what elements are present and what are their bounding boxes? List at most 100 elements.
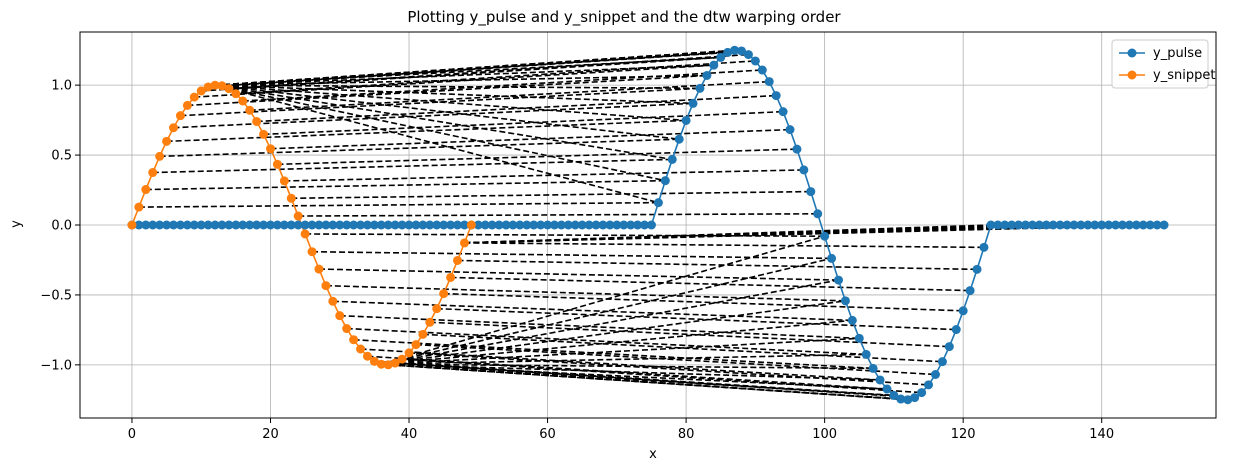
data-point-y-pulse <box>155 220 165 230</box>
x-tick-label: 100 <box>812 427 837 442</box>
y-axis-ticks: −1.0 −0.5 0.0 0.5 1.0 <box>40 79 80 373</box>
data-point-y-pulse <box>265 220 275 230</box>
data-point-y-pulse <box>1000 220 1010 230</box>
data-point-y-pulse <box>383 220 393 230</box>
data-point-y-snippet <box>321 281 331 291</box>
data-point-y-snippet <box>217 81 227 91</box>
data-point-y-pulse <box>695 83 705 93</box>
data-point-y-pulse <box>162 220 172 230</box>
warping-line <box>298 212 818 217</box>
data-point-y-pulse <box>979 242 989 252</box>
data-point-y-pulse <box>660 176 670 186</box>
data-point-y-snippet <box>335 311 345 321</box>
data-point-y-snippet <box>300 229 310 239</box>
data-point-y-pulse <box>404 220 414 230</box>
data-point-y-pulse <box>342 220 352 230</box>
data-point-y-pulse <box>252 220 262 230</box>
data-point-y-pulse <box>993 220 1003 230</box>
data-point-y-pulse <box>827 253 837 263</box>
warping-line <box>145 179 666 191</box>
data-point-y-pulse <box>930 369 940 379</box>
data-point-y-pulse <box>245 220 255 230</box>
data-point-y-pulse <box>965 286 975 296</box>
chart-title: Plotting y_pulse and y_snippet and the d… <box>407 8 841 27</box>
data-point-y-pulse <box>799 165 809 175</box>
data-point-y-pulse <box>584 220 594 230</box>
data-point-y-pulse <box>709 60 719 70</box>
data-point-y-pulse <box>847 315 857 325</box>
data-point-y-pulse <box>792 144 802 154</box>
data-point-y-snippet <box>314 264 324 274</box>
data-point-y-pulse <box>307 220 317 230</box>
warping-line <box>180 87 700 117</box>
warping-line <box>450 276 971 292</box>
data-point-y-snippet <box>446 272 456 282</box>
data-point-y-pulse <box>259 220 269 230</box>
warping-line <box>381 363 874 370</box>
data-point-y-snippet <box>203 82 213 92</box>
data-point-y-snippet <box>349 335 359 345</box>
warping-line <box>443 292 964 312</box>
data-point-y-snippet <box>148 168 158 178</box>
data-point-y-snippet <box>141 185 151 195</box>
data-point-y-pulse <box>667 154 677 164</box>
data-point-y-snippet <box>238 96 248 106</box>
data-point-y-pulse <box>1076 220 1086 230</box>
warping-line <box>215 84 687 122</box>
data-point-y-pulse <box>196 220 206 230</box>
data-point-y-pulse <box>1104 220 1114 230</box>
y-tick-label: −0.5 <box>40 288 72 303</box>
warping-line <box>214 84 659 204</box>
data-point-y-pulse <box>453 220 463 230</box>
warping-line <box>436 307 957 331</box>
warping-line <box>215 84 694 105</box>
data-point-y-pulse <box>1069 220 1079 230</box>
x-tick-label: 20 <box>262 427 279 442</box>
warping-line <box>422 333 943 363</box>
data-point-y-snippet <box>286 193 296 203</box>
data-point-y-pulse <box>335 220 345 230</box>
data-point-y-pulse <box>134 220 144 230</box>
data-point-y-pulse <box>896 394 906 404</box>
data-point-y-snippet <box>432 304 442 314</box>
data-point-y-snippet <box>279 176 289 186</box>
data-point-y-pulse <box>1138 220 1148 230</box>
data-point-y-pulse <box>612 220 622 230</box>
data-point-y-pulse <box>362 220 372 230</box>
data-point-y-pulse <box>175 220 185 230</box>
data-point-y-pulse <box>743 50 753 60</box>
data-point-y-pulse <box>376 220 386 230</box>
data-point-y-pulse <box>806 187 816 197</box>
data-point-y-pulse <box>480 220 490 230</box>
warping-line <box>457 259 978 271</box>
data-point-y-snippet <box>224 84 234 94</box>
legend-label-y-snippet: y_snippet <box>1153 68 1215 83</box>
data-point-y-pulse <box>723 47 733 57</box>
data-point-y-pulse <box>958 306 968 316</box>
data-point-y-pulse <box>141 220 151 230</box>
data-point-y-pulse <box>626 220 636 230</box>
data-point-y-pulse <box>411 220 421 230</box>
warping-line <box>381 235 825 365</box>
warping-line <box>346 327 867 356</box>
data-point-y-snippet <box>404 348 414 358</box>
warping-line <box>242 69 763 102</box>
data-point-y-pulse <box>1048 220 1058 230</box>
data-point-y-pulse <box>757 65 767 75</box>
x-axis-ticks: 0 20 40 60 80 100 120 140 <box>128 418 1114 442</box>
data-point-y-snippet <box>189 92 199 102</box>
data-point-y-pulse <box>432 220 442 230</box>
warping-line <box>263 110 784 136</box>
data-point-y-pulse <box>716 52 726 62</box>
data-point-y-snippet <box>459 238 469 248</box>
legend-marker-y-pulse <box>1127 48 1137 58</box>
data-point-y-pulse <box>944 342 954 352</box>
warping-line <box>152 158 673 174</box>
data-point-y-pulse <box>1062 220 1072 230</box>
warping-line <box>214 84 673 161</box>
data-point-y-pulse <box>1152 220 1162 230</box>
data-point-y-pulse <box>951 325 961 335</box>
data-point-y-snippet <box>369 356 379 366</box>
data-point-y-snippet <box>169 123 179 133</box>
